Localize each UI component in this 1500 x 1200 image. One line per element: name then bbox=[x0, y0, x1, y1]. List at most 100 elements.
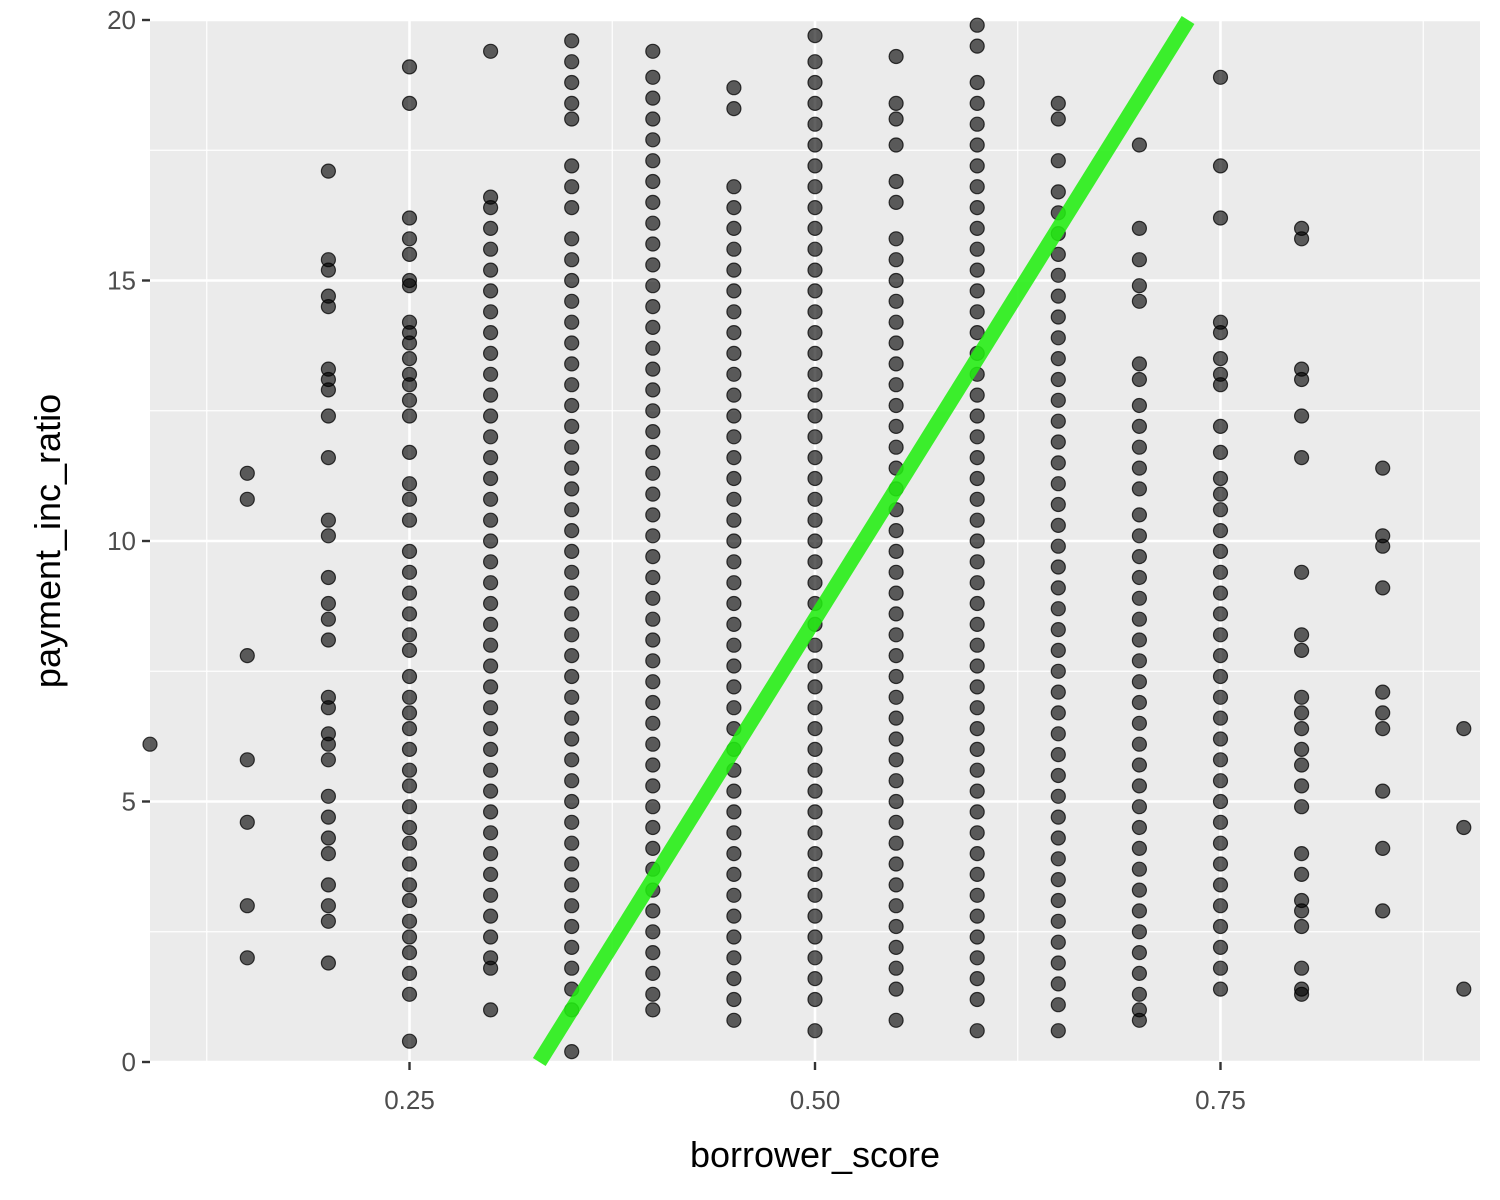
data-point bbox=[645, 528, 661, 544]
data-point bbox=[1131, 356, 1148, 372]
data-point bbox=[564, 397, 580, 414]
data-point bbox=[807, 158, 823, 174]
data-point bbox=[401, 986, 418, 1002]
data-point bbox=[1050, 559, 1066, 575]
data-point bbox=[888, 272, 904, 289]
data-point bbox=[969, 241, 985, 257]
data-point bbox=[726, 450, 742, 466]
data-point bbox=[1131, 439, 1148, 455]
data-point bbox=[888, 710, 904, 726]
data-point bbox=[483, 960, 499, 976]
data-point bbox=[401, 585, 418, 601]
data-point bbox=[807, 387, 823, 403]
data-point bbox=[726, 866, 742, 883]
data-point bbox=[1212, 793, 1229, 810]
data-point bbox=[320, 913, 336, 929]
data-point bbox=[645, 465, 661, 481]
data-point bbox=[483, 408, 499, 424]
data-point bbox=[401, 59, 418, 75]
data-point bbox=[726, 345, 742, 361]
data-point bbox=[969, 95, 985, 112]
data-point bbox=[807, 658, 823, 674]
data-point bbox=[645, 90, 661, 106]
data-point bbox=[401, 491, 418, 507]
data-point bbox=[1050, 95, 1066, 112]
data-point bbox=[1212, 814, 1229, 830]
data-point bbox=[1293, 450, 1310, 466]
data-point bbox=[483, 658, 499, 674]
data-point bbox=[483, 762, 499, 778]
data-point bbox=[726, 325, 742, 341]
data-point bbox=[726, 929, 742, 945]
data-point bbox=[483, 804, 499, 820]
data-point bbox=[239, 647, 255, 664]
data-point bbox=[888, 731, 904, 747]
data-point bbox=[726, 554, 742, 570]
data-point bbox=[726, 491, 742, 507]
data-point bbox=[807, 762, 823, 778]
data-point bbox=[888, 418, 904, 434]
data-point bbox=[645, 132, 661, 148]
y-axis: 0 5 10 15 20 bbox=[107, 5, 150, 1077]
data-point bbox=[564, 460, 580, 476]
data-point bbox=[969, 137, 985, 153]
data-point bbox=[969, 720, 985, 737]
data-point bbox=[1293, 866, 1310, 883]
data-point bbox=[401, 929, 418, 945]
data-point bbox=[401, 642, 418, 659]
data-point bbox=[239, 752, 255, 768]
data-point bbox=[320, 830, 336, 846]
data-point bbox=[726, 887, 742, 903]
data-point bbox=[1050, 517, 1066, 534]
data-point bbox=[564, 377, 580, 393]
data-point bbox=[1212, 486, 1229, 502]
data-point bbox=[1050, 413, 1066, 429]
data-point bbox=[320, 632, 336, 648]
data-point bbox=[888, 173, 904, 190]
data-point bbox=[807, 429, 823, 445]
data-point bbox=[888, 918, 904, 935]
data-point bbox=[726, 220, 742, 236]
data-point bbox=[1131, 840, 1148, 857]
data-point bbox=[1212, 898, 1229, 914]
data-point bbox=[483, 491, 499, 507]
data-point bbox=[1375, 684, 1391, 700]
data-point bbox=[1050, 705, 1066, 721]
data-point bbox=[726, 679, 742, 695]
data-point bbox=[645, 1002, 661, 1018]
data-point bbox=[645, 173, 661, 190]
data-point bbox=[564, 481, 580, 497]
data-point bbox=[564, 898, 580, 914]
data-point bbox=[807, 408, 823, 424]
data-point bbox=[1050, 976, 1066, 992]
data-point bbox=[320, 809, 336, 825]
data-point bbox=[969, 991, 985, 1008]
data-point bbox=[645, 819, 661, 836]
x-tick-label: 0.50 bbox=[790, 1085, 841, 1115]
data-point bbox=[807, 116, 823, 132]
data-point bbox=[807, 262, 823, 278]
data-point bbox=[969, 304, 985, 320]
data-point bbox=[1050, 267, 1066, 283]
data-point bbox=[969, 908, 985, 924]
data-point bbox=[1131, 903, 1148, 919]
data-point bbox=[564, 877, 580, 893]
data-point bbox=[888, 314, 904, 330]
data-point bbox=[645, 632, 661, 648]
data-point bbox=[807, 866, 823, 883]
data-point bbox=[969, 1023, 985, 1039]
data-point bbox=[564, 418, 580, 434]
data-point bbox=[969, 929, 985, 945]
data-point bbox=[969, 283, 985, 299]
data-point bbox=[1131, 481, 1148, 497]
data-point bbox=[1050, 788, 1066, 804]
data-point bbox=[807, 512, 823, 528]
data-point bbox=[320, 898, 336, 914]
data-point bbox=[645, 611, 661, 627]
data-point bbox=[969, 679, 985, 695]
data-point bbox=[564, 158, 580, 174]
data-point bbox=[1050, 913, 1066, 929]
data-point bbox=[726, 970, 742, 987]
data-point bbox=[401, 512, 418, 528]
